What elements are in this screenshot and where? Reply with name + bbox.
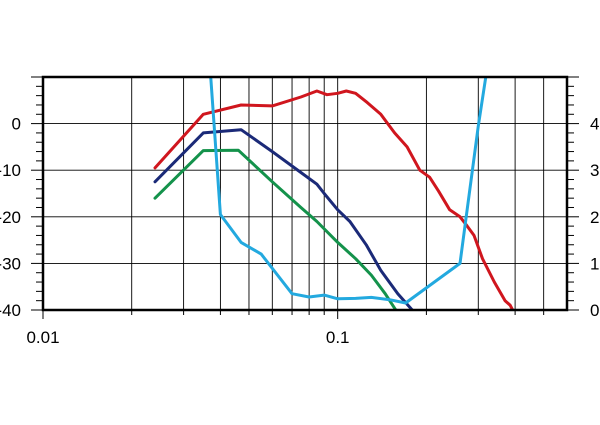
y-tick-labels: 0 -10 -20 -30 -40 xyxy=(0,115,21,320)
y2-tick-label: 1 xyxy=(590,254,599,273)
plot-frame xyxy=(41,75,569,312)
x-tick-labels: 0.01 0.1 xyxy=(26,328,349,347)
ticks xyxy=(31,76,579,319)
series-line-3 xyxy=(153,148,398,310)
x-tick-label: 0.1 xyxy=(326,328,350,347)
y-tick-label: -20 xyxy=(0,208,21,227)
y-tick-label: -30 xyxy=(0,254,21,273)
grid xyxy=(43,77,567,310)
y2-tick-labels: 4 3 2 1 0 xyxy=(590,115,599,320)
y-tick-label: -40 xyxy=(0,301,21,320)
series-line-2 xyxy=(153,128,415,310)
y2-tick-label: 0 xyxy=(590,301,599,320)
x-tick-label: 0.01 xyxy=(26,328,59,347)
y-tick-label: -10 xyxy=(0,161,21,180)
y2-tick-label: 4 xyxy=(590,115,599,134)
series-group xyxy=(153,77,515,310)
y2-tick-label: 3 xyxy=(590,161,599,180)
y2-tick-label: 2 xyxy=(590,208,599,227)
series-line-4 xyxy=(209,77,488,305)
series-line-1 xyxy=(153,89,515,310)
y-tick-label: 0 xyxy=(12,115,21,134)
